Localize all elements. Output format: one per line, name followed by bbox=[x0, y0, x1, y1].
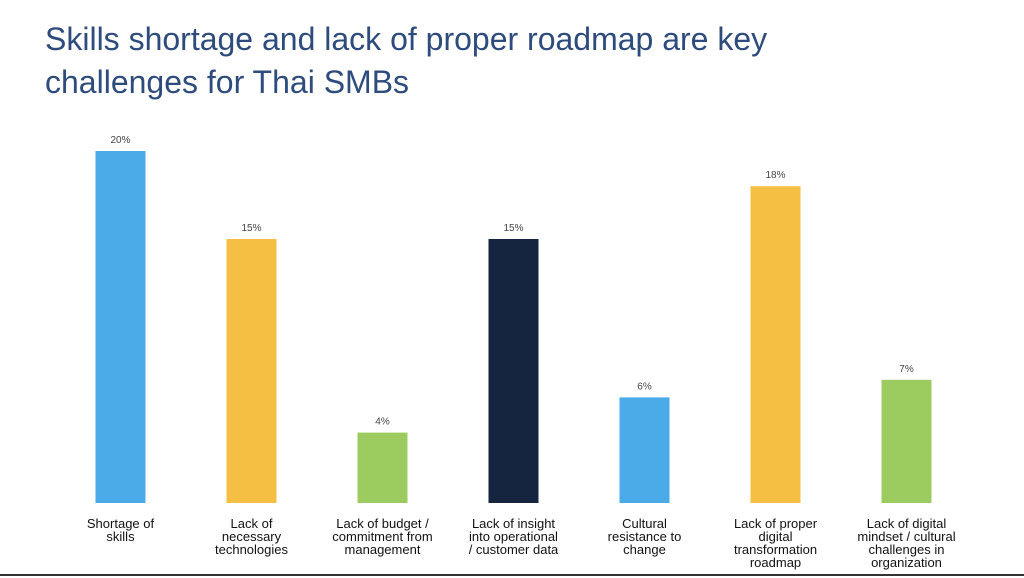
value-label: 15% bbox=[503, 223, 523, 234]
value-label: 18% bbox=[765, 170, 785, 181]
bar bbox=[488, 239, 539, 503]
bar bbox=[881, 379, 932, 503]
value-label: 20% bbox=[110, 135, 130, 146]
value-label: 15% bbox=[241, 223, 261, 234]
x-tick-label: Cultural resistance to change bbox=[607, 516, 682, 557]
x-tick-label: Lack of budget / commitment from managem… bbox=[332, 516, 433, 557]
x-tick-label: Shortage of skills bbox=[86, 516, 155, 544]
bar bbox=[95, 151, 146, 503]
x-tick-label: Lack of digital mindset / cultural chall… bbox=[857, 516, 956, 570]
value-label: 7% bbox=[899, 364, 914, 375]
bar bbox=[357, 432, 408, 503]
bar bbox=[750, 186, 801, 503]
value-label: 4% bbox=[375, 417, 390, 428]
value-label: 6% bbox=[637, 381, 652, 392]
x-tick-label: Lack of proper digital transformation ro… bbox=[733, 516, 818, 570]
bar bbox=[619, 397, 670, 503]
x-tick-label: Lack of insight into operational / custo… bbox=[468, 516, 559, 557]
chart-title: Skills shortage and lack of proper roadm… bbox=[45, 21, 768, 100]
bottom-rule bbox=[0, 574, 1024, 576]
bar bbox=[226, 239, 277, 503]
x-tick-label: Lack of necessary technologies bbox=[215, 516, 288, 557]
